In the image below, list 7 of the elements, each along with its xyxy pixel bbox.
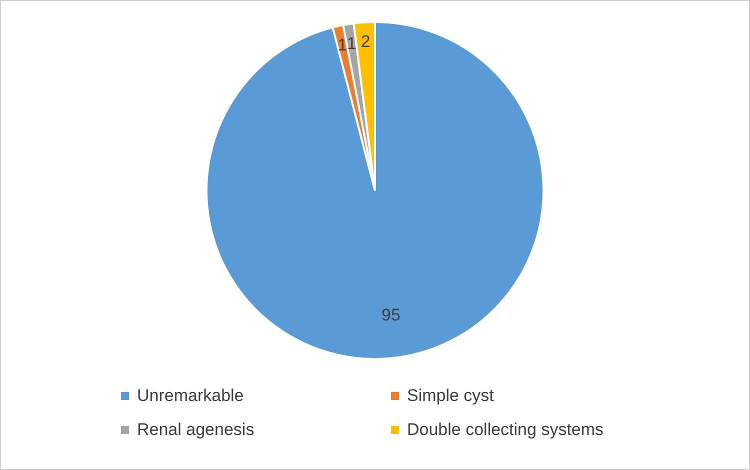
data-label: 2 [360, 32, 370, 52]
legend-label: Renal agenesis [137, 420, 254, 440]
legend-label: Unremarkable [137, 386, 244, 406]
legend-label: Double collecting systems [407, 420, 604, 440]
data-label: 95 [382, 306, 400, 325]
data-label: 1 [346, 34, 356, 53]
legend-label: Simple cyst [407, 386, 494, 406]
